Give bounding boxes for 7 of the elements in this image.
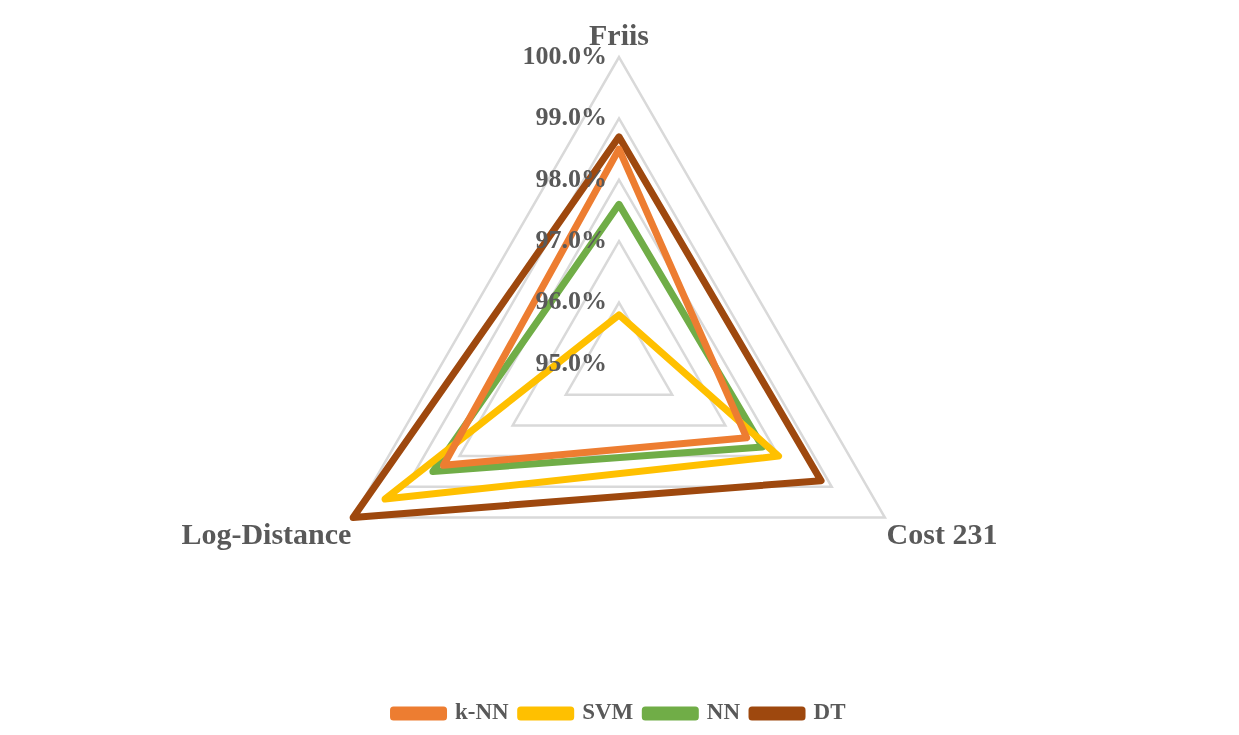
legend-label: NN: [706, 699, 741, 725]
y-tick-label: 99.0%: [535, 102, 607, 132]
spoke-label: Log-Distance: [181, 517, 352, 551]
legend-label: k-NN: [455, 699, 510, 725]
legend-label: DT: [813, 699, 846, 725]
legend-label: SVM: [582, 699, 634, 725]
spoke-label: Cost 231: [886, 517, 998, 551]
